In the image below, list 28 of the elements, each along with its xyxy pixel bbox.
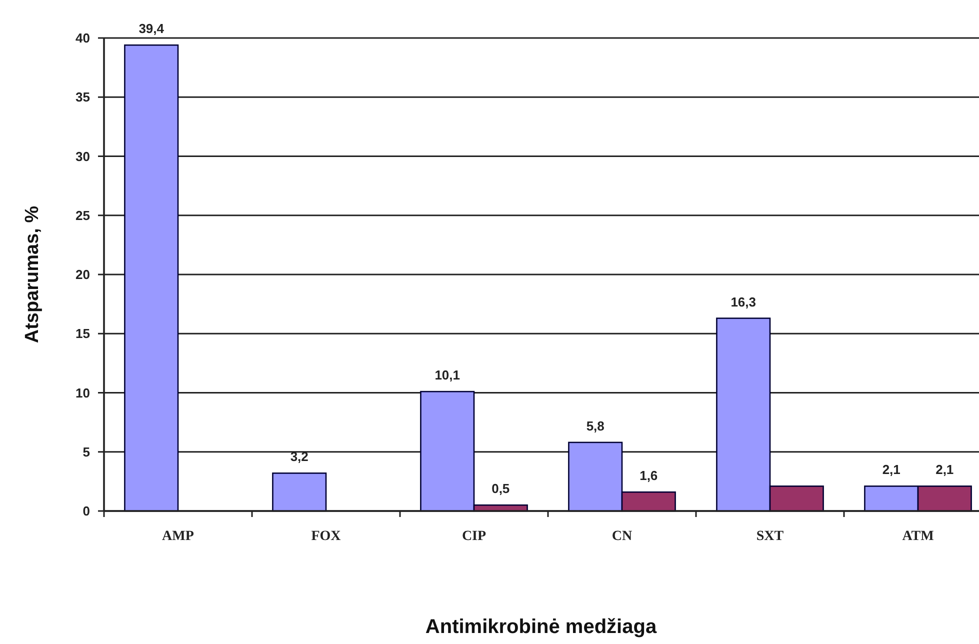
y-tick-label: 25 [76, 208, 90, 223]
x-tick-label: CN [612, 529, 632, 544]
y-tick-label: 15 [76, 326, 90, 342]
bar [124, 44, 179, 512]
data-label: 16,3 [730, 294, 756, 310]
y-tick-label: 35 [76, 90, 90, 105]
bar [272, 472, 327, 512]
y-tick-label: 30 [76, 148, 90, 164]
data-label: 1,6 [640, 468, 658, 484]
y-tick-label: 40 [76, 30, 90, 46]
data-label: 39,4 [138, 21, 165, 36]
data-label: 2,1 [936, 462, 954, 478]
data-label: 2,1 [882, 462, 900, 478]
x-tick-label: AMP [162, 529, 194, 544]
x-tick-label: CIP [462, 529, 486, 544]
data-label: 10,1 [434, 368, 460, 383]
x-axis-title: Antimikrobinė medžiaga [425, 616, 658, 638]
x-tick-label: SXT [756, 529, 784, 544]
y-axis-title: Atsparumas, % [22, 206, 43, 344]
y-tick-label: 5 [82, 444, 90, 460]
y-tick-label: 20 [76, 267, 90, 282]
x-tick-label: FOX [311, 529, 341, 544]
y-tick-label: 10 [76, 385, 90, 400]
data-label: 5,8 [586, 418, 604, 434]
y-tick-label: 0 [82, 504, 90, 519]
data-label: 3,2 [290, 449, 308, 464]
data-label: 0,5 [492, 481, 510, 496]
x-tick-label: ATM [902, 529, 934, 544]
